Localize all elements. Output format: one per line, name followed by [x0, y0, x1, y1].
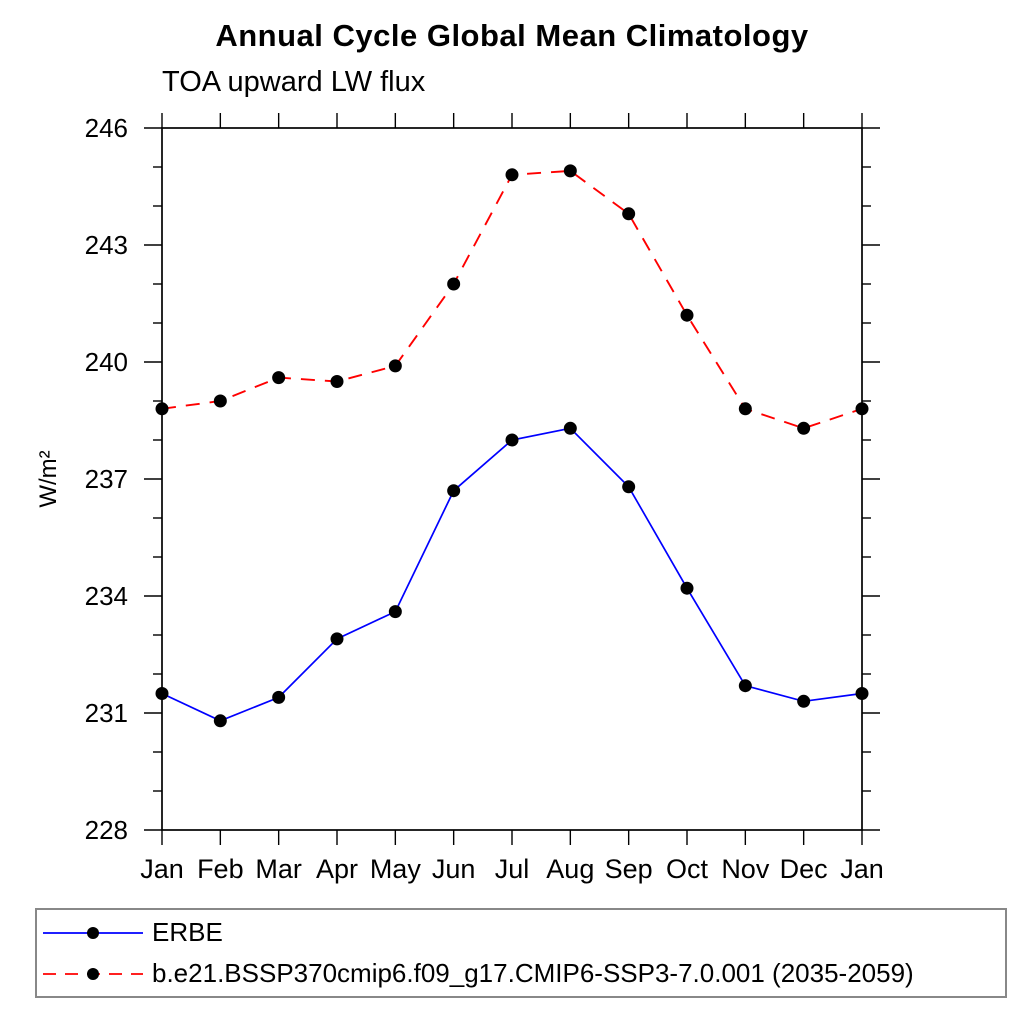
svg-text:Nov: Nov	[721, 854, 770, 884]
svg-text:Jul: Jul	[495, 854, 530, 884]
series-markers-0	[155, 421, 869, 728]
svg-text:Jan: Jan	[840, 854, 884, 884]
svg-text:234: 234	[85, 581, 128, 611]
svg-text:237: 237	[85, 464, 128, 494]
legend-sample-model-line	[43, 967, 143, 980]
svg-text:May: May	[370, 854, 422, 884]
svg-text:Jun: Jun	[432, 854, 476, 884]
y-axis-tick-labels: 228 231 234 237 240 243 246	[85, 113, 128, 845]
svg-text:Aug: Aug	[546, 854, 594, 884]
svg-text:Mar: Mar	[255, 854, 302, 884]
chart-subtitle: TOA upward LW flux	[162, 66, 426, 98]
svg-text:228: 228	[85, 815, 128, 845]
legend-sample-erbe-line	[43, 926, 143, 939]
y-axis-label: W/m²	[35, 450, 62, 507]
svg-text:Apr: Apr	[316, 854, 358, 884]
svg-text:Dec: Dec	[780, 854, 828, 884]
legend-label-model: b.e21.BSSP370cmip6.f09_g17.CMIP6-SSP3-7.…	[152, 958, 914, 988]
legend-label-erbe: ERBE	[152, 917, 223, 947]
axis-ticks	[144, 113, 880, 845]
legend-item-model: b.e21.BSSP370cmip6.f09_g17.CMIP6-SSP3-7.…	[41, 954, 1005, 994]
x-axis-tick-labels: Jan Feb Mar Apr May Jun Jul Aug Sep Oct Nov Dec Jan	[140, 854, 884, 884]
svg-text:240: 240	[85, 347, 128, 377]
svg-text:Feb: Feb	[197, 854, 244, 884]
svg-text:Jan: Jan	[140, 854, 184, 884]
legend-item-erbe: ERBE	[41, 913, 1005, 953]
chart-title: Annual Cycle Global Mean Climatology	[215, 18, 809, 53]
svg-text:Sep: Sep	[605, 854, 653, 884]
svg-text:246: 246	[85, 113, 128, 143]
series-markers-1	[155, 164, 869, 435]
series-line-1	[161, 169, 863, 430]
series-line-0	[161, 427, 863, 722]
svg-text:231: 231	[85, 698, 128, 728]
svg-text:Oct: Oct	[666, 854, 709, 884]
legend-box: ERBE b.e21.BSSP370cmip6.f09_g17.CMIP6-SS…	[35, 908, 1007, 998]
plot-frame	[161, 127, 863, 831]
svg-text:243: 243	[85, 230, 128, 260]
